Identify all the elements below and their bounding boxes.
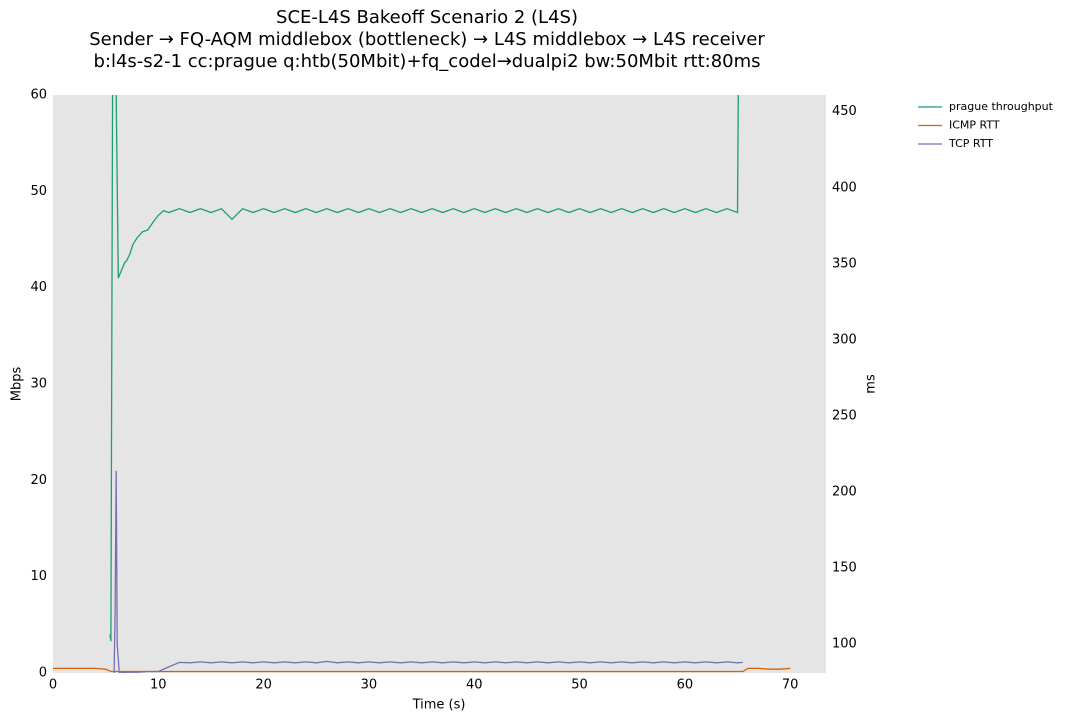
y2-tick-label: 350	[832, 256, 857, 271]
series-line	[109, 95, 739, 642]
x-tick-label: 40	[466, 678, 483, 693]
x-tick-label: 30	[361, 678, 378, 693]
y-tick-label: 60	[30, 88, 47, 103]
y2-tick-label: 100	[832, 637, 857, 652]
x-tick-label: 20	[255, 678, 272, 693]
x-tick-label: 50	[571, 678, 588, 693]
chart-title: SCE-L4S Bakeoff Scenario 2 (L4S)	[276, 7, 578, 28]
series-line	[113, 470, 743, 673]
x-tick-label: 0	[49, 678, 57, 693]
y2-tick-label: 450	[832, 104, 857, 119]
chart-subtitle: Sender → FQ-AQM middlebox (bottleneck) →…	[89, 29, 765, 50]
x-tick-label: 10	[150, 678, 167, 693]
y-tick-label: 10	[30, 569, 47, 584]
chart-subtitle: b:l4s-s2-1 cc:prague q:htb(50Mbit)+fq_co…	[93, 51, 760, 72]
x-tick-label: 70	[782, 678, 799, 693]
y2-tick-label: 250	[832, 408, 857, 423]
y-tick-label: 0	[39, 666, 47, 681]
y2-tick-label: 150	[832, 561, 857, 576]
x-tick-label: 60	[677, 678, 694, 693]
y-tick-label: 50	[30, 184, 47, 199]
y-tick-label: 40	[30, 280, 47, 295]
plot-lines	[53, 95, 791, 673]
plot-area	[53, 95, 826, 673]
y2-tick-label: 300	[832, 332, 857, 347]
y2-tick-label: 400	[832, 180, 857, 195]
legend-label: ICMP RTT	[949, 119, 1000, 132]
legend-label: TCP RTT	[948, 137, 993, 150]
legend-label: prague throughput	[949, 100, 1054, 113]
y2-axis-label: ms	[864, 374, 879, 394]
y2-tick-label: 200	[832, 484, 857, 499]
y-tick-label: 30	[30, 377, 47, 392]
x-axis-label: Time (s)	[412, 698, 466, 713]
series-line	[53, 667, 791, 673]
y-tick-label: 20	[30, 473, 47, 488]
y-axis-label: Mbps	[10, 367, 25, 402]
